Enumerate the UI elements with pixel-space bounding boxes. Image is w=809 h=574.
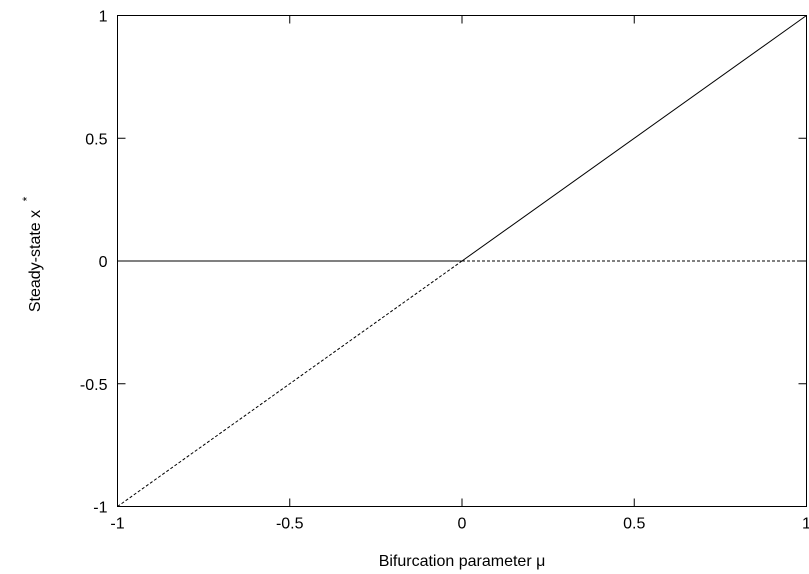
y-tick-label: 0 xyxy=(99,254,108,271)
x-tick-label: 0.5 xyxy=(623,516,645,533)
y-tick-label: -1 xyxy=(93,500,107,517)
x-tick-label: 0 xyxy=(458,516,467,533)
tick-labels: -1 -0.5 0 0.5 1 -1 -0.5 0 0.5 1 xyxy=(80,9,809,533)
x-tick-label: -0.5 xyxy=(276,516,304,533)
x-axis-label: Bifurcation parameter μ xyxy=(379,553,546,570)
x-tick-label: -1 xyxy=(110,516,124,533)
y-tick-label: 1 xyxy=(99,9,108,26)
x-tick-label: 1 xyxy=(802,516,809,533)
series-lines xyxy=(117,15,807,507)
series-line-solid-3 xyxy=(461,15,807,262)
y-axis-label-superscript: * xyxy=(20,196,34,201)
series-line-dashed-2 xyxy=(117,260,463,507)
y-tick-label: 0.5 xyxy=(85,131,107,148)
axis-ticks xyxy=(117,15,807,507)
y-tick-label: -0.5 xyxy=(80,377,108,394)
y-axis-label: Steady-state x xyxy=(27,210,44,312)
y-axis-label-group: Steady-state x * xyxy=(20,196,44,312)
